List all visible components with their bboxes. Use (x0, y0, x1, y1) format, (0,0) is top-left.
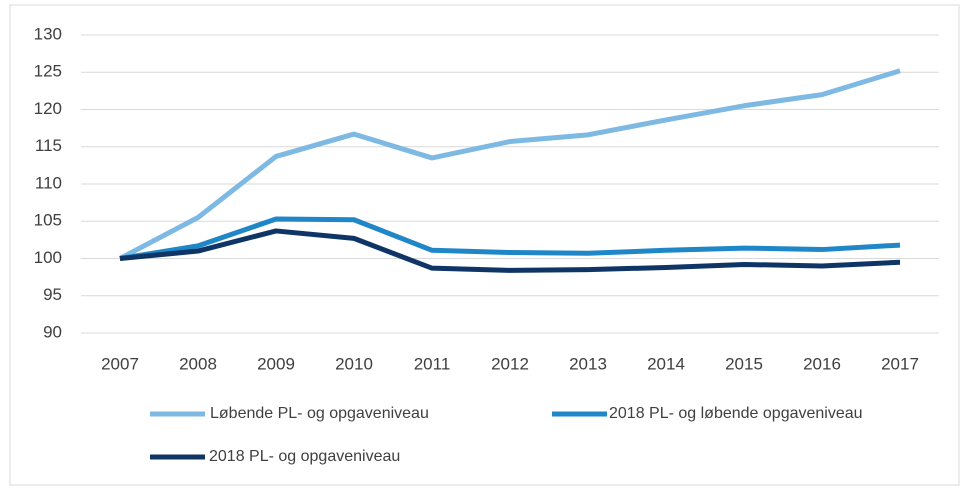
x-tick-label: 2013 (569, 354, 607, 373)
x-tick-label: 2009 (257, 354, 295, 373)
legend-label: 2018 PL- og løbende opgaveniveau (609, 405, 863, 422)
x-tick-label: 2012 (491, 354, 529, 373)
x-tick-label: 2016 (803, 354, 841, 373)
x-tick-label: 2008 (179, 354, 217, 373)
x-tick-label: 2015 (725, 354, 763, 373)
x-tick-label: 2007 (101, 354, 139, 373)
legend-label: 2018 PL- og opgaveniveau (209, 448, 400, 465)
y-tick-label: 130 (34, 24, 62, 43)
y-tick-label: 125 (34, 62, 62, 81)
series-line (119, 216, 901, 261)
x-tick-label: 2010 (335, 354, 373, 373)
y-tick-label: 100 (34, 248, 62, 267)
y-tick-label: 105 (34, 211, 62, 230)
chart-frame (9, 4, 960, 486)
series-line (118, 68, 901, 261)
legend-label: Løbende PL- og opgaveniveau (210, 405, 429, 422)
y-tick-label: 90 (43, 322, 62, 341)
y-tick-label: 115 (35, 136, 62, 155)
legend: Løbende PL- og opgaveniveau 2018 PL- og … (150, 405, 863, 465)
y-tick-label: 110 (35, 173, 62, 192)
x-tick-label: 2017 (881, 354, 919, 373)
series-line (119, 228, 901, 273)
y-tick-label: 95 (43, 285, 62, 304)
y-tick-label: 120 (34, 99, 62, 118)
x-tick-label: 2011 (414, 354, 451, 373)
x-tick-label: 2014 (647, 354, 685, 373)
